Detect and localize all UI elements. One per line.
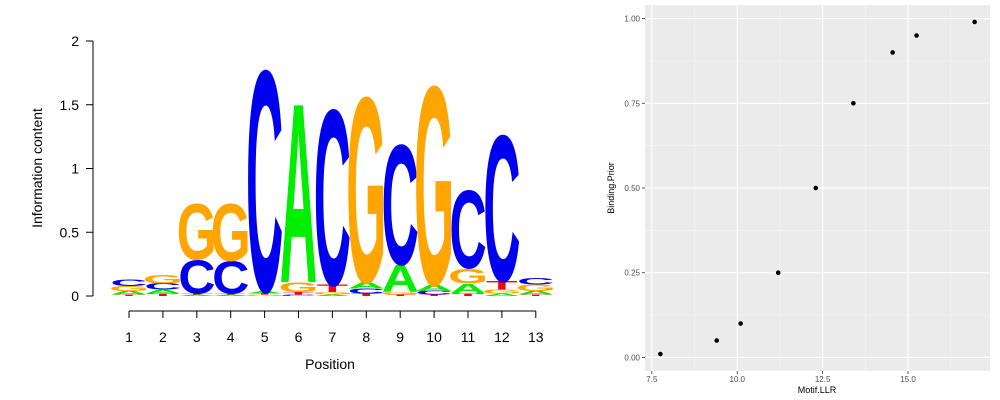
logo-letter-c: C [246,5,283,360]
logo-letter-a: A [144,289,181,295]
logo-x-tick-label: 4 [227,329,235,345]
logo-letter-t: T [520,294,551,296]
logo-letter-t: T [215,293,246,295]
logo-letter-a: A [415,283,452,293]
logo-x-tick-label: 8 [362,329,370,345]
scatter-chart: 7.5 10.0 12.5 15.0 0.00 0.25 0.50 0.75 1.00 Moti… [606,5,990,395]
logo-letter-g: G [414,28,454,345]
sequence-logo-chart: 00.511.521 2 3 4 5 6 7 8 9 10 11 12 13 TAGCTACGATCGA… [29,5,556,372]
scatter-x-tick-label: 10.0 [729,375,745,384]
scatter-point [813,185,819,191]
logo-x-axis-label: Position [305,356,355,372]
logo-letter-t: T [113,294,144,296]
logo-y-tick-label: 0 [71,288,79,304]
logo-letter-c: C [348,287,385,295]
logo-letter-t: T [351,293,383,297]
scatter-x-tick-label: 12.5 [815,375,831,384]
scatter-x-tick-label: 15.0 [900,375,916,384]
scatter-point [775,270,781,276]
scatter-point [890,50,895,55]
logo-letter-t: T [486,278,518,292]
logo-x-tick-label: 9 [396,329,404,345]
logo-letter-a: A [280,50,317,337]
logo-letter-c: C [449,168,486,293]
scatter-y-tick-label: 0.00 [624,353,640,362]
logo-letter-c: C [144,282,181,292]
logo-y-tick-label: 0.5 [60,224,80,240]
logo-x-tick-label: 11 [461,329,476,345]
logo-x-tick-label: 3 [193,329,201,345]
logo-letter-t: T [418,294,449,296]
logo-letter-t: T [147,293,179,297]
logo-letter-a: A [449,281,486,297]
logo-letter-a: A [314,294,351,296]
logo-letter-c: C [212,253,249,304]
logo-letter-a: A [517,290,554,296]
logo-letter-g: G [482,289,522,295]
scatter-y-tick-label: 0.25 [624,269,640,278]
scatter-point [972,19,977,25]
logo-x-tick-label: 2 [159,329,167,345]
logo-letter-a: A [212,294,249,296]
logo-letter-c: C [382,108,419,300]
logo-y-tick-label: 1.5 [60,97,80,113]
scatter-point [914,33,919,38]
logo-x-tick-label: 12 [494,329,510,345]
logo-x-tick-label: 7 [329,329,337,345]
scatter-y-tick-label: 0.50 [624,184,640,193]
logo-letter-g: G [177,188,217,277]
logo-y-tick-label: 1 [71,161,79,177]
logo-letter-t: T [249,293,280,295]
logo-letter-t: T [317,282,349,294]
scatter-y-axis-label: Binding.Prior [606,162,616,214]
logo-letter-t: T [384,294,415,296]
logo-letter-c: C [314,59,351,339]
logo-letter-c: C [110,278,147,288]
scatter-x-tick-label: 7.5 [646,375,658,384]
logo-letter-c: C [517,277,554,287]
logo-y-tick-label: 2 [71,33,79,49]
logo-letter-t: T [181,293,212,295]
logo-x-tick-label: 6 [295,329,303,345]
logo-letter-g: G [516,283,556,293]
scatter-point [851,100,856,106]
logo-letter-a: A [178,294,215,296]
scatter-point [714,338,720,343]
logo-letter-g: G [346,42,386,339]
logo-letter-c: C [178,250,215,304]
scatter-y-tick-label: 1.00 [624,15,640,24]
logo-letter-g: G [211,187,251,278]
logo-x-tick-label: 5 [261,329,269,345]
logo-y-axis-label: Information content [29,108,45,228]
logo-letter-a: A [246,290,283,294]
logo-letter-g: G [312,292,352,296]
logo-x-tick-label: 1 [125,329,133,345]
logo-letter-a: A [110,290,147,296]
logo-letter-t: T [452,293,484,297]
logo-letter-c: C [483,93,520,326]
scatter-y-tick-label: 0.75 [624,99,640,108]
scatter-x-axis-label: Motif.LLR [798,385,837,395]
scatter-point [658,351,663,357]
logo-letter-g: G [448,264,488,288]
logo-letter-g: G [278,280,318,296]
scatter-point [738,321,743,326]
logo-letter-a: A [483,293,520,297]
logo-letter-g: G [245,294,285,296]
logo-letter-t: T [283,292,315,296]
logo-letter-a: A [382,257,419,300]
logo-letter-g: G [143,272,183,286]
logo-x-tick-label: 10 [426,329,442,345]
logo-letter-g: G [380,292,420,296]
logo-letter-a: A [348,280,385,290]
logo-letter-c: C [415,290,452,296]
logo-letter-c: C [280,294,317,296]
logo-letter-g: G [109,285,149,293]
logo-x-tick-label: 13 [528,329,544,345]
